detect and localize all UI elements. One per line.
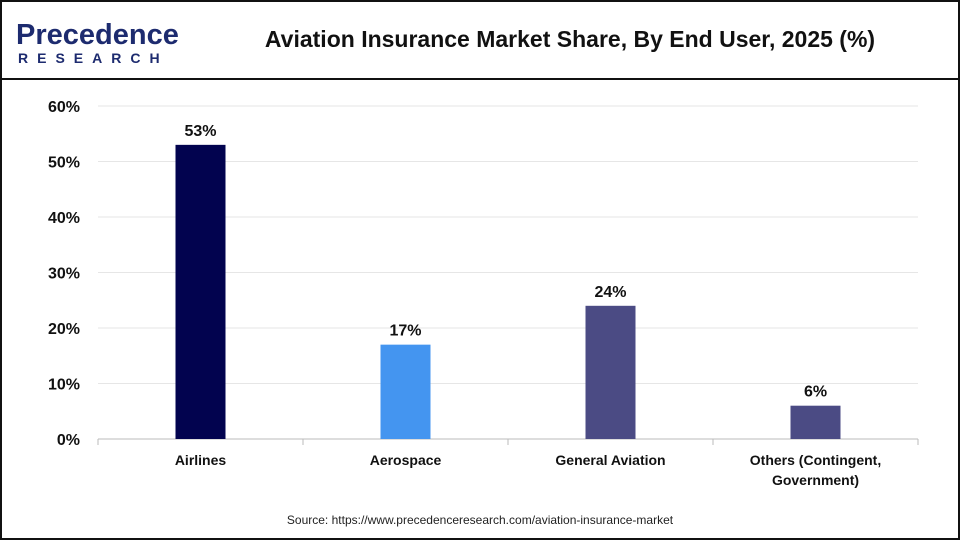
y-tick-label: 60% [48,99,80,116]
data-label: 17% [389,323,421,340]
y-tick-label: 20% [48,321,80,338]
x-tick-label: Others (Contingent, [750,452,881,468]
y-tick-label: 40% [48,210,80,227]
y-tick-label: 50% [48,155,80,172]
x-tick-label: General Aviation [555,452,665,468]
y-tick-label: 0% [57,432,80,449]
chart-title: Aviation Insurance Market Share, By End … [264,26,876,52]
bar-1 [380,344,431,439]
x-tick-label: Aerospace [370,452,442,468]
bar-0 [175,144,226,439]
y-tick-label: 10% [48,377,80,394]
source-text: Source: https://www.precedenceresearch.c… [286,513,674,527]
header: Precedence RESEARCH Aviation Insurance M… [0,0,960,80]
data-label: 24% [594,284,626,301]
data-label: 53% [184,123,216,140]
logo: Precedence RESEARCH [16,20,179,66]
x-tick-label: Government) [772,472,859,488]
data-label: 6% [804,384,827,401]
logo-subtitle: RESEARCH [18,50,169,66]
logo-wordmark: Precedence [16,19,179,51]
bar-3 [790,405,841,439]
bar-2 [585,305,636,439]
x-tick-label: Airlines [175,452,227,468]
y-tick-label: 30% [48,266,80,283]
